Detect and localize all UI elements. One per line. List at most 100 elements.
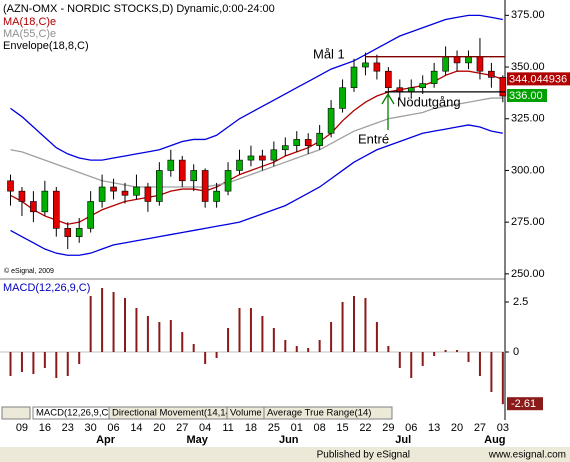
candle-body — [178, 159, 186, 182]
copyright: © eSignal, 2009 — [4, 267, 54, 275]
histogram-bar — [43, 352, 46, 368]
histogram-bar — [215, 352, 218, 358]
candle-body — [304, 139, 312, 146]
x-month-label: Aug — [484, 434, 505, 446]
candle-body — [133, 186, 140, 196]
candle-body — [224, 170, 232, 192]
candle-body — [339, 87, 346, 109]
histogram-bar — [398, 352, 401, 368]
candle-body — [121, 190, 129, 196]
histogram-bar — [307, 348, 310, 352]
chart-title: (AZN-OMX - NORDIC STOCKS,D) Dynamic,0:00… — [3, 3, 275, 15]
histogram-bar — [146, 316, 149, 352]
tab-scroll — [1, 406, 31, 420]
candle-body — [499, 77, 507, 97]
histogram-bar — [353, 296, 355, 352]
candle-body — [270, 149, 278, 161]
x-tick-label: 03 — [497, 422, 509, 434]
histogram-bar — [410, 352, 413, 378]
last-price-label: 336.00 — [509, 90, 543, 102]
candle-body — [144, 186, 152, 202]
x-tick-label: 11 — [222, 422, 233, 434]
histogram-bar — [192, 344, 195, 352]
candle-body — [281, 145, 289, 151]
candle-body — [430, 70, 438, 84]
x-tick-label: 22 — [359, 422, 371, 434]
y-tick-label: 300.00 — [511, 164, 545, 176]
x-tick-label: 29 — [382, 422, 394, 434]
x-tick-label: 01 — [291, 422, 303, 434]
y-tick-label: 375.00 — [511, 9, 545, 21]
histogram-bar — [444, 350, 447, 352]
candle-body — [201, 170, 209, 202]
candle-body — [442, 56, 449, 72]
histogram-bar — [135, 308, 138, 352]
histogram-bar — [387, 346, 390, 352]
x-tick-label: 20 — [451, 422, 463, 434]
annotation-arrow — [381, 92, 395, 130]
histogram-bar — [456, 350, 459, 352]
candle-body — [156, 170, 163, 202]
tab-label[interactable]: Volume — [230, 408, 262, 419]
last-value-label: 344.044936 — [509, 73, 567, 85]
histogram-bar — [124, 298, 126, 352]
candle-body — [64, 228, 72, 237]
histogram-bar — [490, 352, 493, 392]
last-value-label: -2.61 — [511, 398, 536, 410]
candle-body — [30, 201, 37, 213]
candle-body — [373, 62, 381, 72]
candle-body — [87, 201, 94, 229]
annotation-label: Mål 1 — [313, 46, 345, 61]
candle-body — [236, 159, 243, 171]
histogram-bar — [272, 328, 275, 352]
histogram-bar — [112, 292, 115, 352]
candle-body — [110, 186, 117, 192]
tab-label[interactable]: Average True Range(14) — [267, 408, 371, 419]
histogram-bar — [375, 322, 378, 352]
x-tick-label: 04 — [199, 422, 211, 434]
histogram-bar — [295, 346, 298, 352]
x-tick-label: 25 — [268, 422, 280, 434]
candle-body — [453, 56, 461, 64]
histogram-bar — [318, 340, 321, 352]
y-tick-label: 0 — [513, 346, 519, 358]
last-price-box — [507, 89, 547, 102]
x-tick-label: 08 — [314, 422, 326, 434]
histogram-bar — [341, 302, 344, 352]
tab-label[interactable]: Directional Movement(14,14) — [112, 408, 234, 419]
histogram-bar — [66, 352, 69, 376]
x-month-label: Apr — [96, 434, 116, 446]
candle-body — [465, 56, 472, 64]
histogram-bar — [89, 296, 92, 352]
y-tick-label: 350.00 — [511, 61, 545, 73]
candle-body — [316, 132, 323, 146]
candle-body — [419, 83, 427, 89]
tab-label[interactable]: MACD(12,26,9,C) — [36, 408, 112, 419]
x-month-label: May — [186, 434, 208, 446]
histogram-bar — [227, 328, 230, 352]
histogram-bar — [478, 352, 481, 376]
histogram-bar — [78, 352, 81, 364]
histogram-bar — [421, 352, 424, 366]
candle-body — [75, 228, 83, 237]
candle-body — [362, 62, 369, 68]
x-tick-label: 27 — [176, 422, 188, 434]
legend-ma55: MA(55,C)e — [3, 28, 56, 40]
footer-bar — [0, 447, 570, 462]
candle-body — [350, 66, 358, 89]
y-tick-label: 250.00 — [511, 268, 545, 280]
last-value-box — [507, 72, 570, 86]
histogram-bar — [55, 352, 58, 378]
x-tick-label: 18 — [245, 422, 257, 434]
line-series-lower — [10, 124, 503, 256]
candle-body — [190, 170, 197, 182]
histogram-bar — [101, 288, 104, 352]
candle-body — [41, 190, 49, 213]
x-tick-label: 09 — [16, 422, 28, 434]
candle-body — [247, 155, 255, 161]
x-tick-label: 16 — [39, 422, 51, 434]
histogram-bar — [169, 320, 172, 352]
last-value-box — [507, 397, 543, 411]
candle-body — [259, 155, 266, 161]
